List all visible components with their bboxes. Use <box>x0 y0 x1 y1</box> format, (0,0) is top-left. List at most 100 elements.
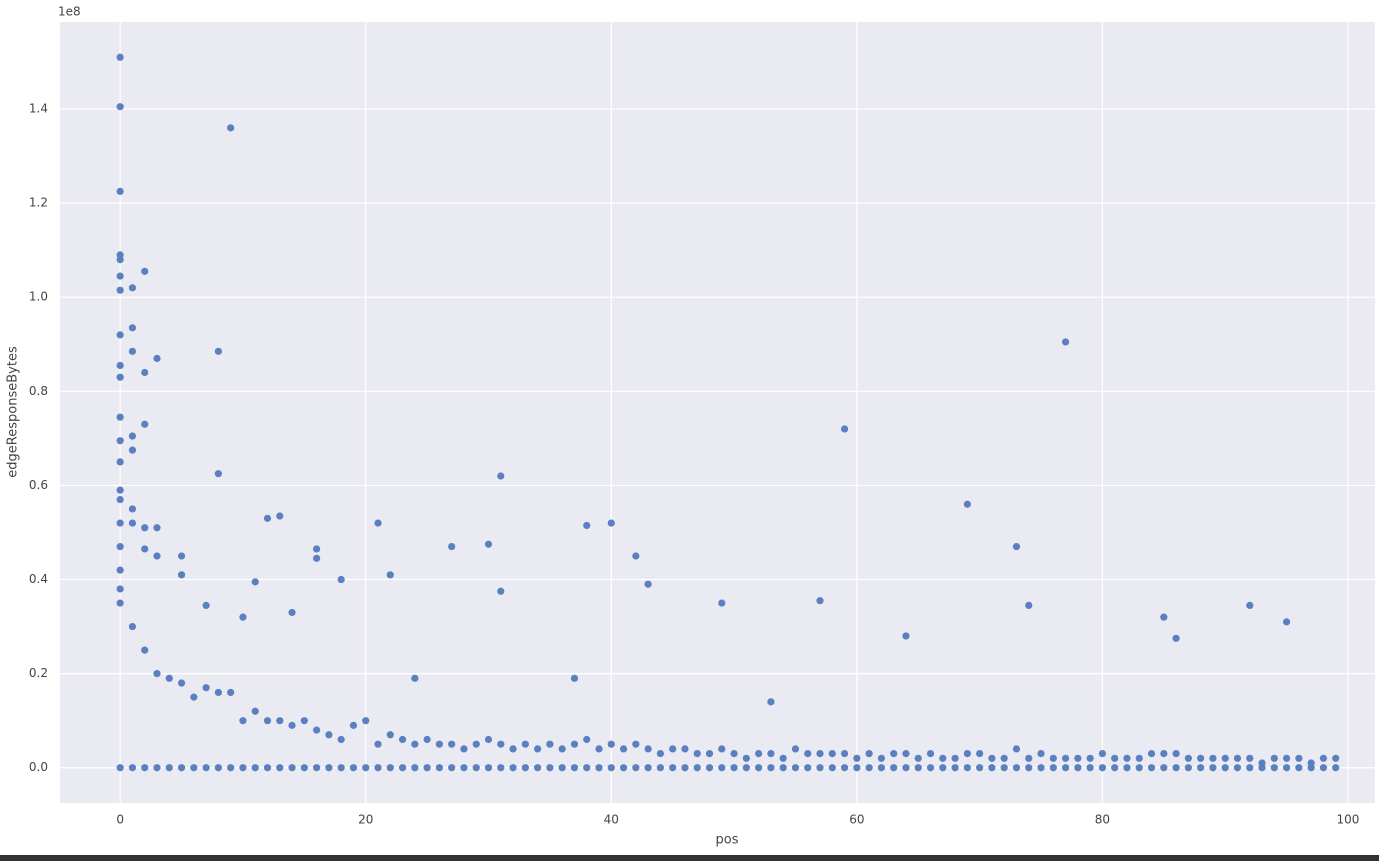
point <box>448 764 456 772</box>
point <box>251 764 259 772</box>
point <box>1037 749 1045 758</box>
point <box>509 764 517 772</box>
point <box>767 698 775 706</box>
point <box>607 519 615 527</box>
point <box>227 764 235 772</box>
point <box>534 745 542 753</box>
point <box>472 740 480 748</box>
point <box>718 764 726 772</box>
point <box>816 764 824 772</box>
point <box>583 764 591 772</box>
y-tick-label: 0.0 <box>29 760 48 774</box>
bottom-bar <box>0 855 1379 861</box>
point <box>1332 764 1340 772</box>
point <box>214 764 222 772</box>
point <box>656 749 665 758</box>
point <box>607 740 615 748</box>
point <box>939 754 947 762</box>
point <box>1086 764 1094 772</box>
point <box>374 519 382 527</box>
point <box>116 585 124 593</box>
point <box>890 764 898 772</box>
point <box>460 745 468 753</box>
point <box>1319 764 1328 772</box>
point <box>141 267 149 275</box>
point <box>619 745 628 753</box>
point <box>116 495 124 504</box>
point <box>828 764 836 772</box>
point <box>865 749 873 758</box>
point <box>423 735 431 744</box>
point <box>239 764 247 772</box>
point <box>669 764 677 772</box>
y-tick-label: 1.4 <box>29 102 48 116</box>
point <box>644 580 652 588</box>
point <box>779 754 787 762</box>
point <box>1221 754 1229 762</box>
point <box>976 764 984 772</box>
point <box>742 764 750 772</box>
point <box>411 764 419 772</box>
point <box>484 764 493 772</box>
point <box>177 764 186 772</box>
point <box>607 764 615 772</box>
point <box>153 670 161 678</box>
point <box>902 764 910 772</box>
point <box>116 437 124 445</box>
point <box>497 740 505 748</box>
point <box>1172 634 1180 642</box>
x-axis-label: pos <box>716 833 739 848</box>
y-offset: 1e8 <box>58 5 81 19</box>
point <box>1295 764 1303 772</box>
point <box>1332 754 1340 762</box>
point <box>890 749 898 758</box>
point <box>1049 754 1057 762</box>
point <box>656 764 665 772</box>
point <box>349 764 358 772</box>
point <box>227 124 235 132</box>
point <box>1184 754 1192 762</box>
point <box>1025 764 1033 772</box>
point <box>214 347 222 355</box>
point <box>988 764 996 772</box>
point <box>988 754 996 762</box>
point <box>877 754 886 762</box>
point <box>1209 764 1217 772</box>
point <box>1184 764 1192 772</box>
point <box>1172 749 1180 758</box>
point <box>337 735 345 744</box>
point <box>300 717 308 725</box>
point <box>963 749 971 758</box>
point <box>325 731 333 739</box>
point <box>288 608 296 617</box>
point <box>730 749 738 758</box>
point <box>116 331 124 339</box>
point <box>558 745 566 753</box>
y-tick-label: 0.2 <box>29 666 48 680</box>
point <box>791 745 800 753</box>
point <box>116 458 124 466</box>
point <box>1160 613 1168 621</box>
point <box>116 764 124 772</box>
point <box>1282 764 1291 772</box>
point <box>116 519 124 527</box>
point <box>546 764 554 772</box>
point <box>116 361 124 370</box>
point <box>1098 764 1107 772</box>
point <box>1049 764 1057 772</box>
point <box>755 764 763 772</box>
point <box>497 472 505 480</box>
point <box>914 764 922 772</box>
point <box>484 540 493 548</box>
point <box>214 688 222 697</box>
point <box>337 764 345 772</box>
point <box>521 764 529 772</box>
point <box>1258 759 1266 767</box>
point <box>1147 764 1156 772</box>
point <box>570 674 579 682</box>
point <box>570 764 579 772</box>
point <box>705 764 714 772</box>
point <box>484 735 493 744</box>
point <box>349 721 358 729</box>
